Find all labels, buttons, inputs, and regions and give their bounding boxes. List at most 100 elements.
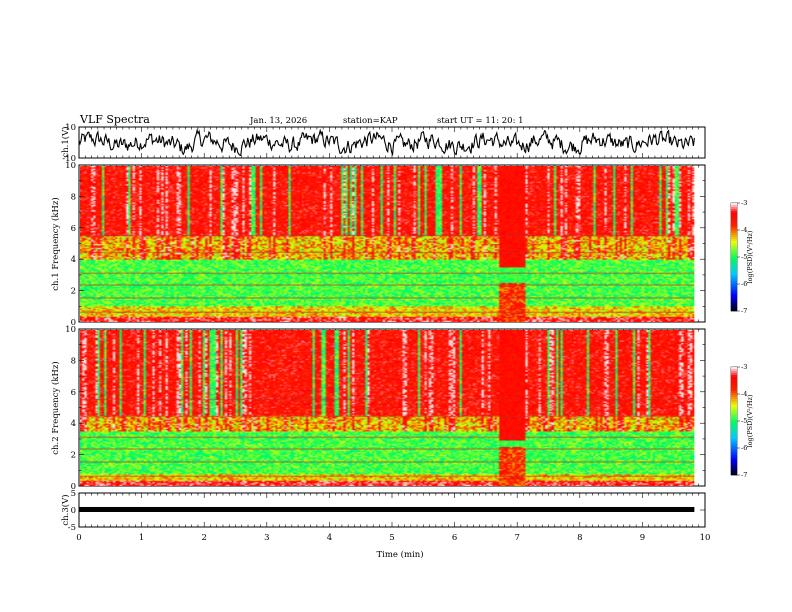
colorbar-cell — [731, 399, 737, 402]
ch3-ytick-label: 0 — [71, 506, 76, 516]
colorbar-cell — [731, 417, 737, 420]
colorbar-cell — [731, 379, 737, 382]
colorbar-cell — [731, 235, 737, 238]
ch3-ytick-label: -5 — [68, 523, 76, 533]
colorbar-cell — [731, 367, 737, 370]
colorbar-cell — [731, 279, 737, 282]
colorbar-cell — [731, 307, 737, 310]
colorbar-cell — [731, 409, 737, 412]
colorbar-cell — [731, 461, 737, 464]
x-tick-label: 3 — [264, 533, 269, 543]
colorbar-tick-label: -5 — [741, 417, 747, 425]
colorbar-tick-label: -6 — [741, 444, 747, 452]
colorbar-cell — [731, 415, 737, 418]
colorbar-cell — [731, 251, 737, 254]
figure-title: VLF Spectra — [79, 113, 150, 126]
spec-ytick-label: 4 — [71, 419, 76, 429]
colorbar-cell — [731, 225, 737, 228]
ch1-ytick-label: -10 — [62, 154, 76, 164]
colorbar-cell — [731, 291, 737, 294]
colorbar-cell — [731, 473, 737, 476]
ch3-trace — [79, 506, 695, 512]
colorbar-tick-label: -7 — [741, 307, 747, 315]
colorbar-cell — [731, 455, 737, 458]
colorbar-cell — [731, 247, 737, 250]
colorbar-cell — [731, 245, 737, 248]
ch3-ylabel: ch.3(V) — [60, 494, 71, 525]
colorbar-tick-label: -4 — [741, 226, 747, 234]
colorbar-cell — [731, 249, 737, 252]
colorbar-cell — [731, 381, 737, 384]
colorbar-tick-label: -5 — [741, 253, 747, 261]
colorbar-cell — [731, 369, 737, 372]
colorbar-cell — [731, 433, 737, 436]
colorbar-cell — [731, 471, 737, 474]
colorbar-cell — [731, 255, 737, 258]
colorbar-cell — [731, 289, 737, 292]
colorbar-cell — [731, 385, 737, 388]
colorbar-cell — [731, 217, 737, 220]
colorbar-cell — [731, 257, 737, 260]
colorbar-cell — [731, 419, 737, 422]
colorbar-cell — [731, 373, 737, 376]
colorbar-cell — [731, 301, 737, 304]
ch2-colorbar-label: log(PSD)(V²/Hz) — [746, 394, 754, 447]
colorbar-cell — [731, 387, 737, 390]
colorbar-cell — [731, 445, 737, 448]
colorbar-cell — [731, 209, 737, 212]
colorbar-cell — [731, 441, 737, 444]
spectrogram-image-2 — [80, 330, 695, 486]
colorbar-cell — [731, 429, 737, 432]
colorbar-cell — [731, 451, 737, 454]
colorbar-cell — [731, 263, 737, 266]
colorbar-cell — [731, 237, 737, 240]
colorbar-cell — [731, 239, 737, 242]
colorbar-cell — [731, 437, 737, 440]
colorbar-cell — [731, 377, 737, 380]
ch2-spec-ylabel: ch.2 Frequency (kHz) — [50, 361, 61, 454]
spec-ytick-label: 2 — [71, 451, 76, 461]
colorbar-cell — [731, 233, 737, 236]
spec-ytick-label: 6 — [71, 224, 76, 234]
x-tick-label: 1 — [139, 533, 144, 543]
colorbar-cell — [731, 207, 737, 210]
colorbar-cell — [731, 231, 737, 234]
colorbar-cell — [731, 449, 737, 452]
colorbar-cell — [731, 421, 737, 424]
x-tick-label: 5 — [389, 533, 394, 543]
chart-marks: 0 1 2 3 4 5 6 7 8 9 1010-100246810-3-4-5-6-7024681… — [62, 123, 747, 543]
colorbar-cell — [731, 439, 737, 442]
colorbar-cell — [731, 227, 737, 230]
colorbar-cell — [731, 221, 737, 224]
colorbar-cell — [731, 253, 737, 256]
colorbar-cell — [731, 431, 737, 434]
colorbar-cell — [731, 295, 737, 298]
colorbar-cell — [731, 407, 737, 410]
spec-ytick-label: 4 — [71, 255, 76, 265]
colorbar-cell — [731, 469, 737, 472]
x-tick-label: 6 — [452, 533, 457, 543]
colorbar-cell — [731, 375, 737, 378]
colorbar-cell — [731, 259, 737, 262]
station-label: station=KAP — [343, 116, 398, 126]
ch1-spec-ylabel: ch.1 Frequency (kHz) — [50, 197, 61, 290]
spec-ytick-label: 2 — [71, 287, 76, 297]
colorbar-cell — [731, 389, 737, 392]
colorbar-tick-label: -6 — [741, 280, 747, 288]
colorbar-cell — [731, 395, 737, 398]
colorbar-cell — [731, 273, 737, 276]
colorbar-cell — [731, 447, 737, 450]
spec-ytick-label: 6 — [71, 388, 76, 398]
spec-ytick-label: 10 — [65, 325, 76, 335]
colorbar-cell — [731, 267, 737, 270]
colorbar-cell — [731, 309, 737, 312]
colorbar-cell — [731, 211, 737, 214]
colorbar-cell — [731, 403, 737, 406]
colorbar-cell — [731, 275, 737, 278]
colorbar-cell — [731, 269, 737, 272]
colorbar-cell — [731, 277, 737, 280]
colorbar-cell — [731, 405, 737, 408]
spec-ytick-label: 10 — [65, 161, 76, 171]
ch3-ytick-label: 5 — [71, 489, 76, 499]
